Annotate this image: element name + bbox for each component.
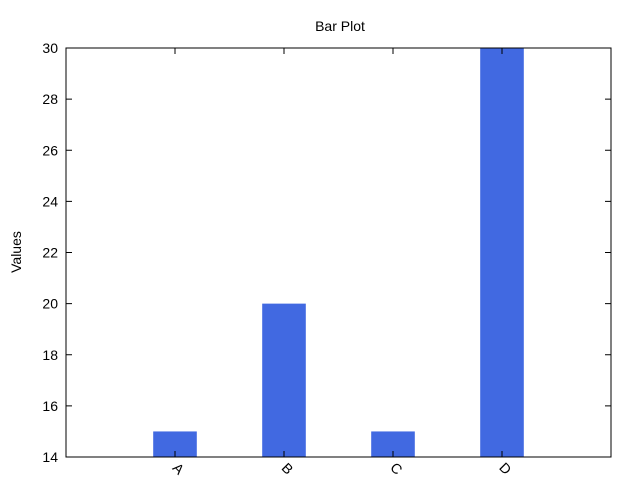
y-tick-label-16: 16 bbox=[42, 398, 58, 414]
y-tick-label-26: 26 bbox=[42, 142, 58, 158]
bar-B bbox=[262, 303, 306, 458]
x-tick-label-B: B bbox=[279, 460, 297, 478]
chart-title: Bar Plot bbox=[315, 18, 365, 34]
x-tick-label-C: C bbox=[387, 459, 405, 477]
y-tick-label-20: 20 bbox=[42, 296, 58, 312]
bars-layer bbox=[153, 48, 524, 458]
plot-frame bbox=[65, 47, 612, 458]
x-tick-label-D: D bbox=[496, 459, 514, 477]
y-tick-label-22: 22 bbox=[42, 245, 58, 261]
y-tick-label-18: 18 bbox=[42, 347, 58, 363]
y-tick-label-24: 24 bbox=[42, 193, 58, 209]
bar-D bbox=[480, 48, 524, 457]
y-tick-label-28: 28 bbox=[42, 91, 58, 107]
ticks-layer bbox=[66, 47, 611, 458]
x-tick-label-A: A bbox=[170, 460, 188, 478]
y-tick-label-30: 30 bbox=[42, 40, 58, 56]
y-axis-label: Values bbox=[8, 231, 24, 273]
y-tick-label-14: 14 bbox=[42, 449, 58, 465]
